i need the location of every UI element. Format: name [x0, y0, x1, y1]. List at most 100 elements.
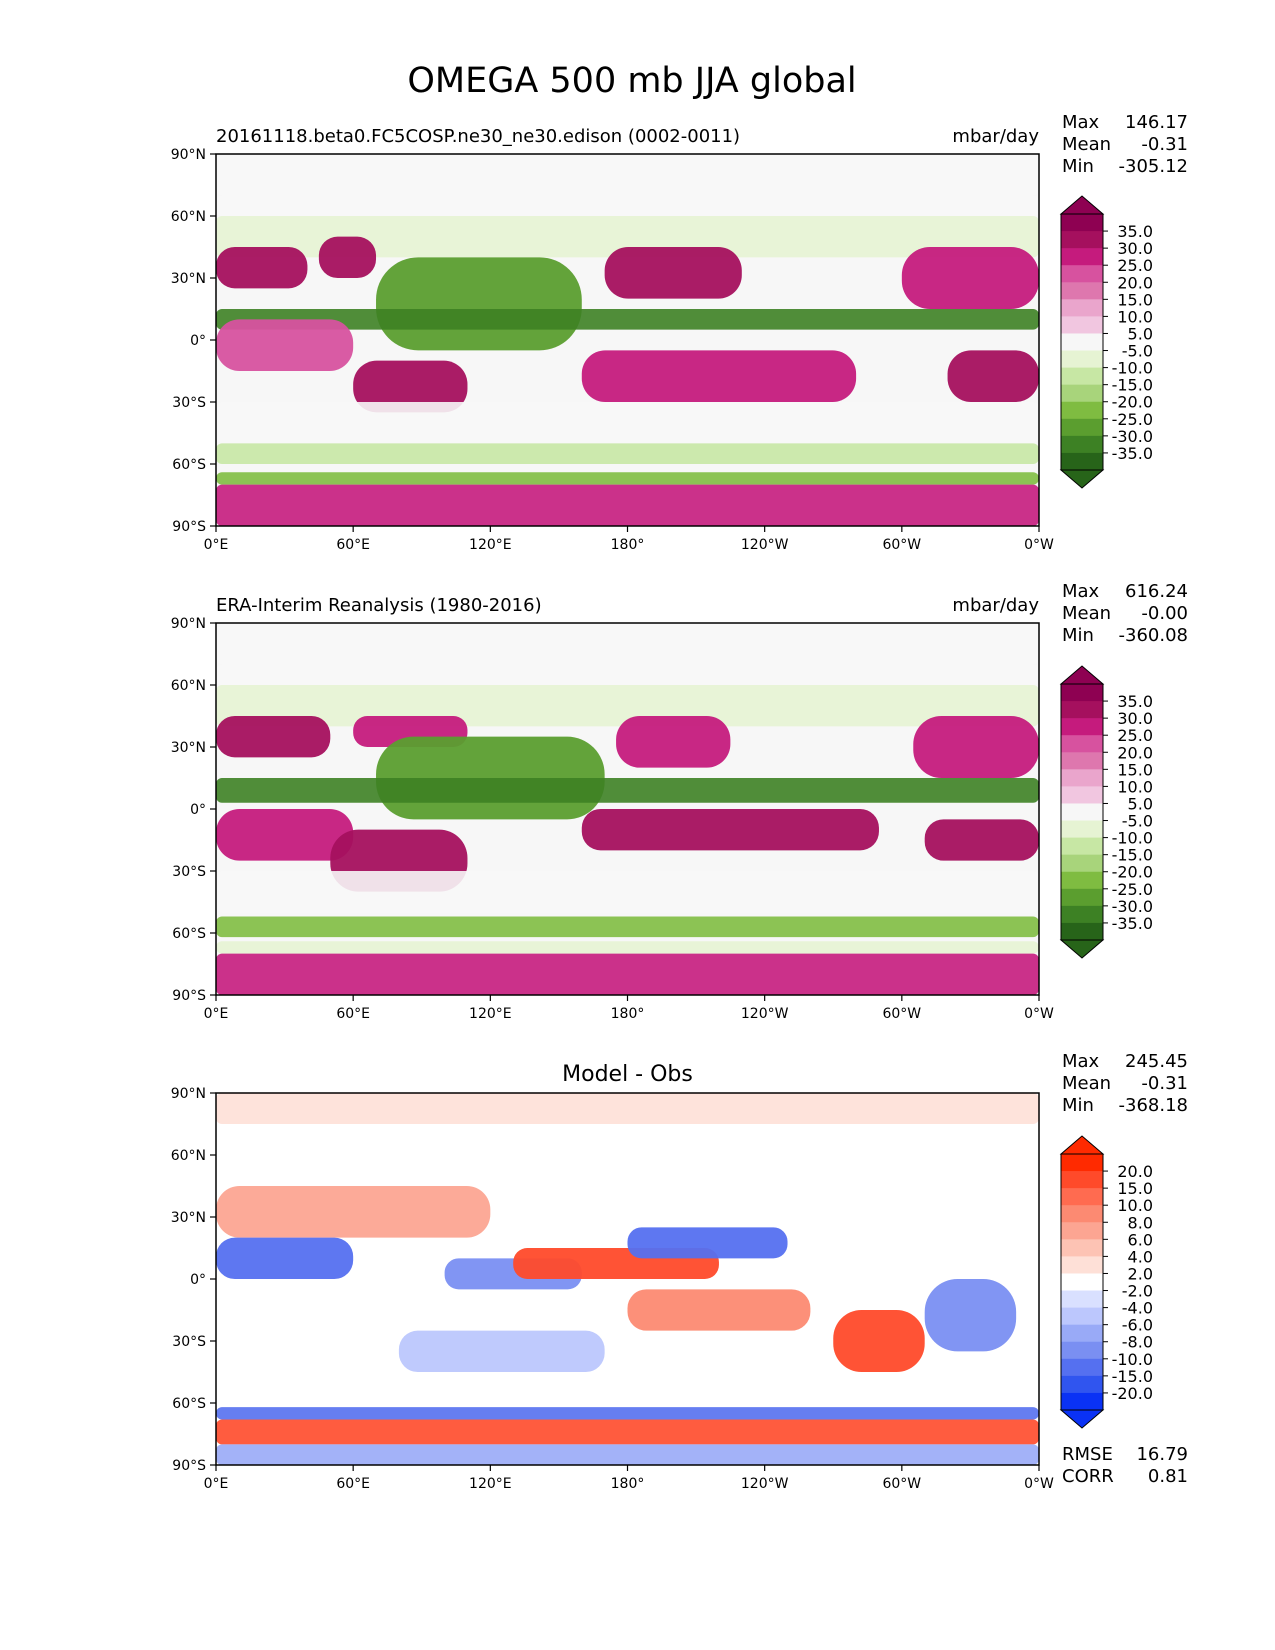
x-tick-label: 0°E — [204, 1476, 229, 1492]
colorbar-label: 35.0 — [1117, 222, 1153, 241]
colorbar-label: -5.0 — [1122, 812, 1153, 831]
y-tick-label: 90°N — [171, 147, 206, 163]
data-band — [216, 154, 1039, 196]
colorbar-label: 6.0 — [1128, 1230, 1153, 1249]
data-band — [627, 1227, 788, 1259]
colorbar-swatch — [1061, 820, 1103, 839]
data-band — [616, 716, 731, 768]
colorbar-swatch — [1061, 401, 1103, 420]
x-tick-label: 0°W — [1024, 1476, 1054, 1492]
colorbar-label: -4.0 — [1122, 1299, 1153, 1318]
colorbar-swatch — [1061, 1171, 1103, 1189]
stat-label: Min — [1062, 1095, 1094, 1116]
y-tick-label: 90°N — [171, 1086, 206, 1102]
colorbar-label: -15.0 — [1112, 376, 1153, 395]
colorbar-label: -20.0 — [1112, 1384, 1153, 1403]
colorbar-label: -8.0 — [1122, 1333, 1153, 1352]
data-band — [376, 257, 582, 351]
colorbar-swatch — [1061, 1324, 1103, 1343]
y-tick-label: 30°S — [172, 395, 206, 411]
x-tick-label: 120°E — [469, 537, 512, 553]
x-tick-label: 180° — [611, 1476, 645, 1492]
panel-title-center: Model - Obs — [562, 1062, 693, 1087]
colorbar-label: -25.0 — [1112, 410, 1153, 429]
colorbar-label: -15.0 — [1112, 846, 1153, 865]
colorbar-swatch — [1061, 214, 1103, 232]
data-band — [216, 216, 1039, 258]
y-tick-label: 60°S — [172, 1396, 206, 1412]
x-tick-label: 120°W — [741, 537, 789, 553]
data-band — [216, 472, 1039, 485]
stat-value: -0.00 — [1141, 603, 1188, 624]
colorbar-label: 20.0 — [1117, 743, 1153, 762]
colorbar-label: 35.0 — [1117, 692, 1153, 711]
data-band — [216, 1124, 1039, 1166]
x-tick-label: 180° — [611, 537, 645, 553]
data-band — [947, 350, 1039, 402]
colorbar-swatch — [1061, 922, 1103, 941]
colorbar-swatch — [1061, 752, 1103, 770]
y-tick-label: 30°S — [172, 1334, 206, 1350]
y-tick-label: 30°N — [171, 271, 206, 287]
data-band — [216, 941, 1039, 954]
colorbar-label: -5.0 — [1122, 342, 1153, 361]
data-band — [216, 1419, 1039, 1445]
data-band — [581, 350, 857, 402]
colorbar-swatch — [1061, 1188, 1103, 1206]
stat-label: Max — [1062, 1051, 1100, 1072]
colorbar-swatch — [1061, 1375, 1103, 1394]
data-band — [216, 809, 354, 861]
stat-label: Max — [1062, 112, 1100, 133]
colorbar-label: -30.0 — [1112, 897, 1153, 916]
map-panel-2: 90°N 60°N 30°N 0° 30°S 60°S 90°S 0°E 60°E 120°E 18… — [171, 581, 1188, 1022]
colorbar-swatch — [1061, 1239, 1103, 1257]
y-tick-label: 60°S — [172, 926, 206, 942]
stat-label: Min — [1062, 625, 1094, 646]
x-tick-label: 0°E — [204, 1006, 229, 1022]
colorbar-swatch — [1061, 1222, 1103, 1240]
data-band — [398, 1330, 605, 1372]
data-band — [216, 195, 1039, 216]
x-tick-label: 60°E — [336, 1476, 370, 1492]
data-band — [216, 716, 331, 758]
data-band — [216, 1407, 1039, 1420]
colorbar-label: 5.0 — [1128, 324, 1153, 343]
colorbar-label: -15.0 — [1112, 1367, 1153, 1386]
colorbar-swatch — [1061, 333, 1103, 352]
colorbar-swatch — [1061, 265, 1103, 283]
colorbar-swatch — [1061, 452, 1103, 471]
colorbar-swatch — [1061, 905, 1103, 924]
stat-value: -360.08 — [1119, 625, 1188, 646]
data-band — [216, 623, 1039, 665]
colorbar: 35.030.025.020.015.010.05.0-5.0-10.0-15.… — [1059, 665, 1153, 959]
colorbar-label: 15.0 — [1117, 290, 1153, 309]
stat-label: Max — [1062, 581, 1100, 602]
y-tick-label: 0° — [190, 802, 206, 818]
stat-label: Mean — [1062, 603, 1111, 624]
colorbar-swatch — [1061, 299, 1103, 317]
x-tick-label: 60°E — [336, 537, 370, 553]
panel-title-left: ERA-Interim Reanalysis (1980-2016) — [216, 595, 542, 616]
colorbar-swatch — [1061, 1205, 1103, 1223]
data-band — [216, 778, 1039, 803]
colorbar-swatch — [1061, 384, 1103, 403]
colorbar-label: 15.0 — [1117, 1179, 1153, 1198]
x-tick-label: 0°W — [1024, 537, 1054, 553]
data-band — [216, 484, 1039, 526]
colorbar-swatch — [1061, 1307, 1103, 1326]
colorbar-label: -35.0 — [1112, 444, 1153, 463]
colorbar-swatch — [1061, 231, 1103, 249]
x-tick-label: 60°E — [336, 1006, 370, 1022]
colorbar-swatch — [1061, 769, 1103, 787]
colorbar-swatch — [1061, 718, 1103, 736]
colorbar-swatch — [1061, 1273, 1103, 1292]
y-tick-label: 60°N — [171, 209, 206, 225]
colorbar-under — [1059, 939, 1105, 959]
stat-value: -0.31 — [1141, 1073, 1188, 1094]
data-band — [924, 819, 1039, 861]
x-tick-label: 180° — [611, 1006, 645, 1022]
colorbar-swatch — [1061, 888, 1103, 907]
colorbar-label: 10.0 — [1117, 777, 1153, 796]
colorbar-label: 20.0 — [1117, 1162, 1153, 1181]
